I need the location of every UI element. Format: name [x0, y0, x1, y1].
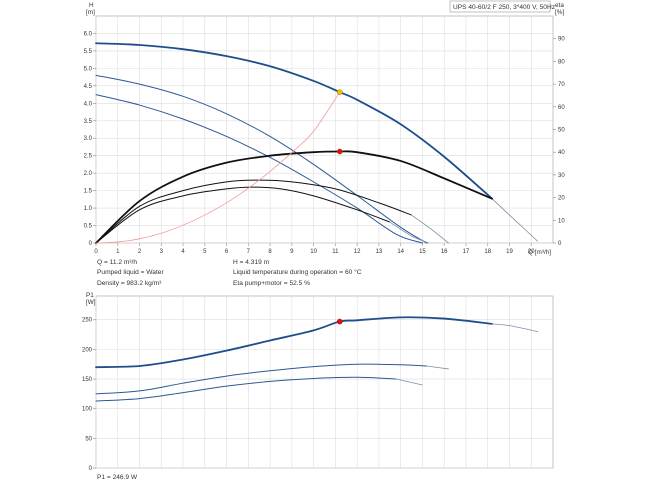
- head-value: H = 4.319 m: [233, 259, 270, 266]
- x-tick-label: 13: [376, 249, 383, 255]
- y-tick-label: 4.5: [84, 84, 93, 90]
- y2-tick-label: 60: [558, 105, 565, 111]
- y-tick-label: 5.0: [84, 66, 93, 72]
- liquid-temperature: Liquid temperature during operation = 60…: [233, 268, 362, 276]
- p1-axis-unit: [W]: [86, 299, 96, 306]
- x-tick-label: 7: [247, 249, 251, 255]
- p1-value: P1 = 246.9 W: [97, 474, 138, 481]
- x-tick-label: 3: [160, 249, 164, 255]
- series-p1-speed-2-extended: [426, 365, 449, 370]
- series-system-curve: [95, 91, 341, 244]
- chart-title: UPS 40-60/2 F 250, 3*400 V, 50Hz: [453, 4, 555, 11]
- y2-tick-label: 20: [558, 196, 565, 202]
- y2-tick-label: 40: [558, 150, 565, 156]
- series-head-speed-2: [95, 74, 428, 244]
- y-tick-label: 1.5: [84, 189, 93, 195]
- x-tick-label: 19: [506, 249, 513, 255]
- series-head-speed-3: [95, 42, 493, 200]
- series-eta-speed-1-extended: [389, 221, 430, 244]
- y2-tick-label: 0: [558, 241, 562, 247]
- y-tick-label: 3.5: [84, 119, 93, 125]
- y2-tick-label: 10: [558, 218, 565, 224]
- series-head-speed-1: [95, 94, 423, 244]
- x-tick-label: 14: [397, 249, 404, 255]
- y-tick-label: 1.0: [84, 206, 93, 212]
- y-tick-label: 3.0: [84, 136, 93, 142]
- power-plot-area: [95, 295, 554, 469]
- y-tick-label: 2.0: [84, 171, 93, 177]
- series-eta-speed-1: [95, 186, 391, 244]
- p1-axis-label: P1: [86, 292, 94, 299]
- x-tick-label: 2: [138, 249, 142, 255]
- y-tick-label: 0.5: [84, 224, 93, 230]
- y-axis-unit: [m]: [86, 9, 95, 16]
- x-tick-label: 20: [528, 249, 535, 255]
- x-tick-label: 6: [225, 249, 229, 255]
- x-tick-label: 9: [290, 249, 294, 255]
- x-tick-label: 16: [441, 249, 448, 255]
- chart-title-box: [449, 0, 551, 13]
- x-tick-label: 12: [354, 249, 361, 255]
- series-p1-speed-2: [95, 363, 428, 395]
- head-plot-area: [95, 15, 554, 244]
- p1-tick-label: 150: [82, 377, 93, 383]
- head-chart-grid: [93, 15, 556, 246]
- duty-point-power: [336, 318, 343, 325]
- density: Density = 983.2 kg/m³: [97, 280, 162, 287]
- y2-tick-label: 80: [558, 59, 565, 65]
- p1-tick-label: 100: [82, 407, 93, 413]
- x-tick-label: 10: [310, 249, 317, 255]
- y-tick-label: 0: [89, 241, 93, 247]
- y2-tick-label: 90: [558, 37, 565, 43]
- eta-value: Eta pump+motor = 52.5 %: [233, 280, 310, 287]
- y2-tick-label: 70: [558, 82, 565, 88]
- x-axis-label: Q [m³/h]: [528, 249, 551, 256]
- y-tick-label: 5.5: [84, 49, 93, 55]
- x-tick-label: 18: [484, 249, 491, 255]
- series-p1-speed-3: [95, 316, 493, 369]
- x-tick-label: 17: [463, 249, 470, 255]
- p1-tick-label: 50: [85, 436, 92, 442]
- pumped-liquid: Pumped liquid = Water: [97, 269, 164, 276]
- p1-tick-label: 0: [89, 466, 93, 472]
- y-tick-label: 4.0: [84, 101, 93, 107]
- series-eta-speed-2-extended: [411, 214, 449, 244]
- duty-point-head: [336, 89, 343, 95]
- x-tick-label: 11: [332, 249, 339, 255]
- series-eta-speed-3: [95, 150, 493, 244]
- p1-tick-label: 250: [82, 318, 93, 324]
- x-tick-label: 4: [181, 249, 185, 255]
- series-head-speed-3-extended: [491, 198, 539, 242]
- x-tick-label: 5: [203, 249, 207, 255]
- power-chart-grid: [93, 295, 554, 469]
- tick-labels: 0 1 2 3 4 5 6 7 8 9 10 11 12 13 14 15 16 17 18 19 2000.51.01…: [82, 31, 565, 472]
- x-tick-label: 15: [419, 249, 426, 255]
- series-p1-speed-3-extended: [491, 323, 539, 332]
- x-tick-label: 0: [94, 249, 98, 255]
- x-tick-label: 1: [116, 249, 120, 255]
- y2-tick-label: 50: [558, 128, 565, 134]
- y2-axis-unit: [%]: [555, 9, 564, 16]
- duty-point-eta: [336, 148, 343, 155]
- y-tick-label: 2.5: [84, 154, 93, 160]
- y2-axis-label: eta: [555, 2, 564, 9]
- flow-value: Q = 11.2 m³/h: [97, 259, 137, 266]
- x-tick-label: 8: [268, 249, 272, 255]
- series-layer: [95, 42, 539, 402]
- p1-tick-label: 200: [82, 347, 93, 353]
- y-tick-label: 6.0: [84, 31, 93, 37]
- series-p1-speed-1: [95, 376, 397, 402]
- y2-tick-label: 30: [558, 173, 565, 179]
- y-axis-label: H: [89, 2, 94, 9]
- series-p1-speed-1-extended: [395, 378, 423, 386]
